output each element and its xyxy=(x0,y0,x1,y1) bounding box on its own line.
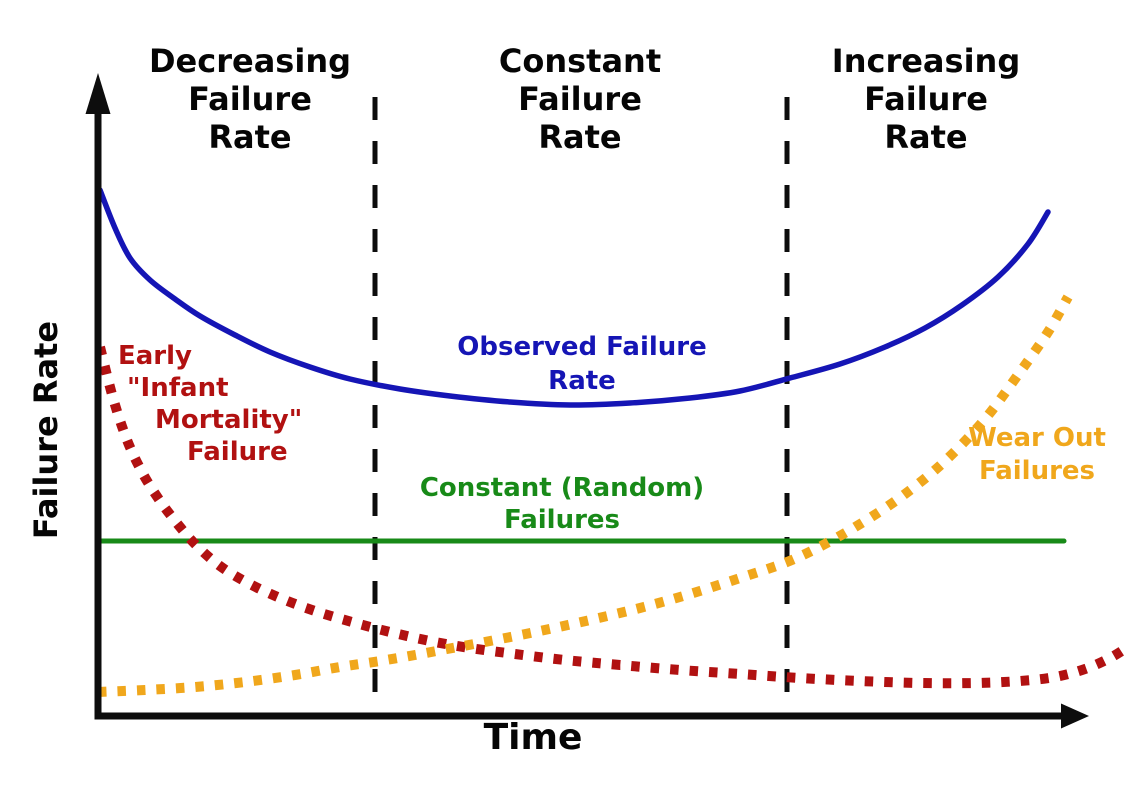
series-label-early-infant-mortality-failure: Early "Infant Mortality" Failure xyxy=(118,340,302,468)
series-label-observed-failure-rate: Observed Failure Rate xyxy=(432,330,732,398)
series-label-line: "Infant xyxy=(127,373,229,403)
x-axis-arrowhead xyxy=(1061,703,1089,729)
series-label-line: Failures xyxy=(503,505,621,535)
series-label-line: Failures xyxy=(978,456,1096,486)
region-header-line: Failure xyxy=(518,80,642,118)
series-label-line: Rate xyxy=(548,366,616,396)
region-header-line: Rate xyxy=(538,118,622,156)
series-observed-failure-rate-curve xyxy=(97,187,1051,408)
series-label-line: Observed Failure xyxy=(457,332,707,362)
series-label-wear-out-failures: Wear Out Failures xyxy=(937,422,1132,488)
region-header-increasing: Increasing Failure Rate xyxy=(776,42,1076,156)
series-label-line: Wear Out xyxy=(968,423,1106,453)
series-label-line: Mortality" xyxy=(155,405,303,435)
series-label-line: Early xyxy=(118,341,192,371)
y-axis-arrowhead xyxy=(85,73,111,114)
region-header-constant: Constant Failure Rate xyxy=(430,42,730,156)
region-header-line: Failure xyxy=(188,80,312,118)
region-header-line: Rate xyxy=(884,118,968,156)
x-axis-label: Time xyxy=(483,717,583,758)
region-header-line: Rate xyxy=(208,118,292,156)
series-label-constant-random-failures: Constant (Random) Failures xyxy=(412,472,712,536)
region-header-line: Increasing xyxy=(831,42,1021,80)
series-label-line: Constant (Random) xyxy=(419,473,705,503)
axes xyxy=(85,73,1089,729)
region-header-line: Constant xyxy=(498,42,662,80)
region-header-line: Failure xyxy=(864,80,988,118)
y-axis-label: Failure Rate xyxy=(27,320,65,540)
series-early-infant-mortality-failure-curve xyxy=(95,345,1131,689)
region-header-line: Decreasing xyxy=(148,42,351,80)
series-label-line: Failure xyxy=(187,437,288,467)
region-header-decreasing: Decreasing Failure Rate xyxy=(100,42,400,156)
curves-layer xyxy=(95,97,1131,714)
